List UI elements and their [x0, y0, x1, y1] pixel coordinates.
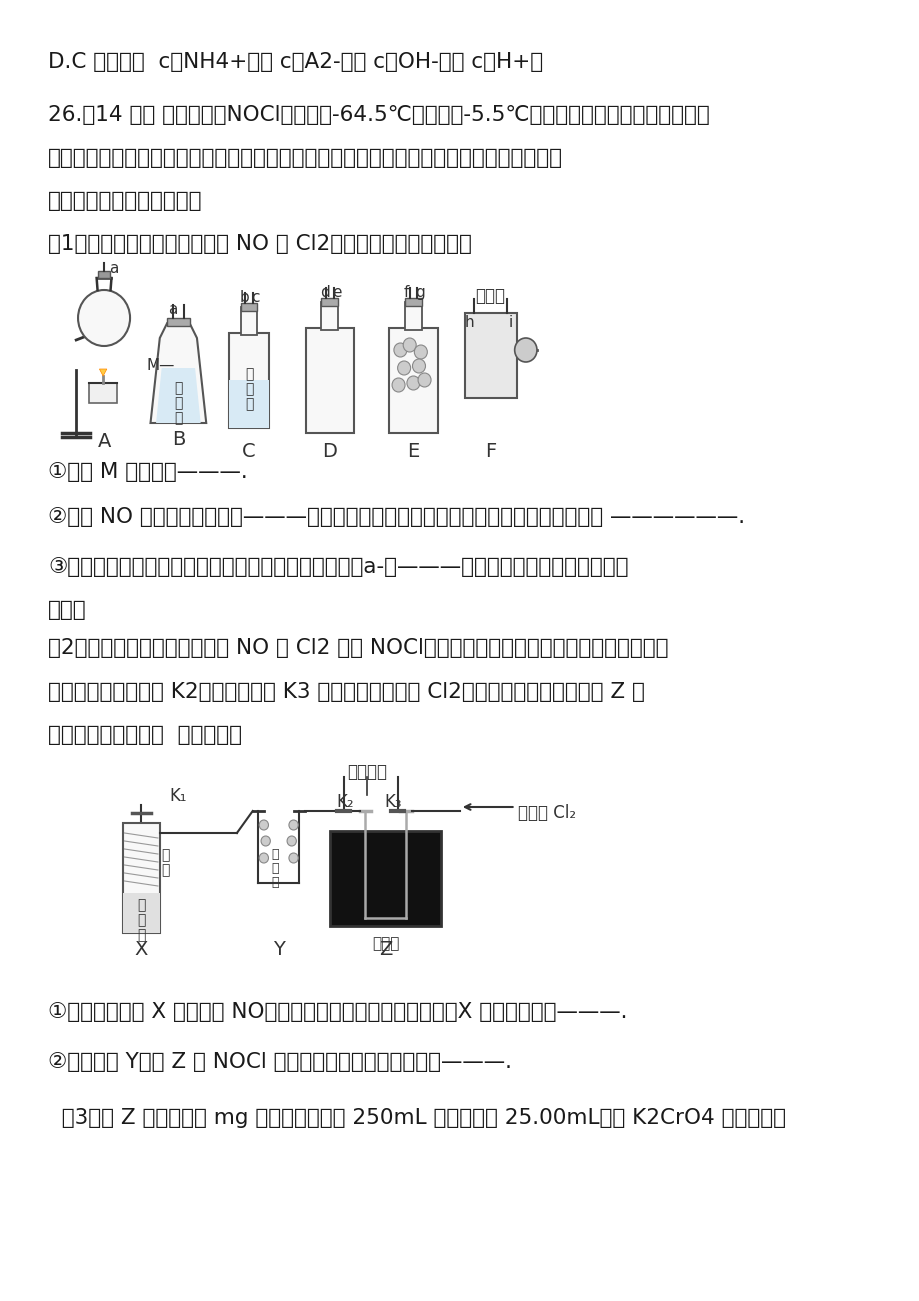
Bar: [241, 303, 257, 311]
Text: ②若无装置 Y，则 Z 中 NOCl 可能发生反应的化学方程式为———.: ②若无装置 Y，则 Z 中 NOCl 可能发生反应的化学方程式为———.: [49, 1053, 512, 1072]
Text: a: a: [108, 262, 118, 276]
Circle shape: [261, 837, 270, 846]
Bar: [167, 317, 189, 327]
Circle shape: [289, 820, 298, 830]
Text: D: D: [322, 442, 337, 461]
Circle shape: [414, 345, 427, 359]
Text: 冰盐水: 冰盐水: [371, 935, 399, 951]
Text: ①他器 M 的名称为———.: ①他器 M 的名称为———.: [49, 462, 248, 481]
Bar: [305, 328, 354, 433]
Text: f: f: [403, 285, 409, 301]
Circle shape: [412, 359, 425, 373]
Text: K₂: K₂: [336, 794, 354, 811]
Text: 液
硫
酸: 液 硫 酸: [174, 381, 182, 425]
Bar: [404, 302, 421, 330]
Text: 铜
丝: 铜 丝: [162, 848, 170, 877]
Text: M—: M—: [147, 358, 175, 373]
Text: A: A: [97, 432, 110, 451]
Text: （1）甲组的同学拟制备原料气 NO 和 Cl2，制备装置如下图所示：: （1）甲组的同学拟制备原料气 NO 和 Cl2，制备装置如下图所示：: [49, 234, 471, 254]
Text: i: i: [508, 315, 513, 330]
Text: 26.（14 分） 亚硒酰氯（NOCl，熳点：-64.5℃，沸点：-5.5℃）是一种黄色气体，遇水反应生: 26.（14 分） 亚硒酰氯（NOCl，熳点：-64.5℃，沸点：-5.5℃）是…: [49, 105, 709, 125]
Bar: [389, 328, 437, 433]
Text: g: g: [414, 285, 425, 301]
Text: d: d: [320, 285, 330, 301]
Bar: [122, 892, 160, 933]
Circle shape: [417, 373, 431, 386]
Text: 稀
硒
酸: 稀 硒 酸: [137, 898, 145, 942]
Text: （2）乙组同学利用甲组制得的 NO 和 Cl2 制备 NOCl，装置如下图所示。操作为：检验装置气密: （2）乙组同学利用甲组制得的 NO 和 Cl2 制备 NOCl，装置如下图所示。…: [49, 637, 668, 658]
Bar: [321, 298, 338, 306]
Text: Z: Z: [379, 941, 391, 959]
Text: F: F: [484, 442, 495, 461]
Bar: [89, 382, 117, 403]
Text: X: X: [134, 941, 148, 959]
Circle shape: [391, 379, 404, 392]
Bar: [98, 271, 109, 278]
Bar: [228, 333, 269, 428]
Circle shape: [403, 338, 415, 353]
Text: 尾气处理: 尾气处理: [346, 762, 387, 781]
Bar: [241, 307, 257, 334]
Text: Y: Y: [272, 941, 284, 959]
Circle shape: [393, 343, 406, 356]
Text: c: c: [251, 290, 259, 304]
Text: h: h: [464, 315, 473, 330]
Circle shape: [406, 376, 419, 390]
Circle shape: [259, 820, 268, 830]
Text: 碱
石
灰: 碱 石 灰: [271, 848, 278, 889]
Bar: [464, 314, 516, 398]
Text: 性并装入药品，打开 K2，然后再打开 K3 通入一段时间气体 Cl2，然后进行其他操作，当 Z 有: 性并装入药品，打开 K2，然后再打开 K3 通入一段时间气体 Cl2，然后进行其…: [49, 682, 644, 703]
Text: 氧化氮在常温常压下合成。: 氧化氮在常温常压下合成。: [49, 191, 202, 211]
Bar: [122, 824, 160, 933]
Circle shape: [78, 290, 130, 346]
Text: E: E: [407, 442, 419, 461]
Text: 液
硫
酸: 液 硫 酸: [244, 367, 253, 411]
Text: 一定量液体生成时，  停止实验。: 一定量液体生成时， 停止实验。: [49, 725, 242, 745]
Text: 碱石灰: 碱石灰: [475, 288, 505, 304]
Polygon shape: [151, 323, 206, 423]
Circle shape: [289, 853, 298, 863]
Text: B: B: [172, 431, 185, 449]
Text: K₁: K₁: [169, 787, 187, 805]
Circle shape: [259, 853, 268, 863]
Text: 干燥的 Cl₂: 干燥的 Cl₂: [517, 804, 576, 822]
Text: D.C 点溶液中  c（NH4+）＞ c（A2-）＞ c（OH-）＞ c（H+）: D.C 点溶液中 c（NH4+）＞ c（A2-）＞ c（OH-）＞ c（H+）: [49, 52, 543, 72]
Bar: [228, 380, 269, 428]
Text: K₃: K₃: [384, 794, 402, 811]
Text: （3）取 Z 中所得液体 mg 溡于水，配制成 250mL 溶液，取出 25.00mL，以 K2CrO4 溶液为指示: （3）取 Z 中所得液体 mg 溡于水，配制成 250mL 溶液，取出 25.0…: [49, 1108, 786, 1128]
Text: 示）。: 示）。: [49, 600, 86, 621]
Text: a: a: [168, 302, 177, 317]
Bar: [329, 831, 441, 926]
Text: ②制备 NO 发生装置可以选用———（填写字母代号），请写出发生反应的离子方程式： ——————.: ②制备 NO 发生装置可以选用———（填写字母代号），请写出发生反应的离子方程式…: [49, 507, 744, 527]
Circle shape: [514, 338, 537, 362]
Text: e: e: [332, 285, 341, 301]
Polygon shape: [99, 369, 107, 376]
Text: ③欲收集一瓶干燥的氯气，选择装置，其连接顺序为：a-＞———（按气流方向，用小写字母表: ③欲收集一瓶干燥的氯气，选择装置，其连接顺序为：a-＞———（按气流方向，用小写…: [49, 557, 628, 578]
Bar: [404, 298, 421, 306]
Text: C: C: [242, 442, 255, 461]
Polygon shape: [156, 368, 200, 423]
Text: b: b: [240, 290, 249, 304]
Circle shape: [397, 360, 410, 375]
Circle shape: [287, 837, 296, 846]
Text: ①实验室也可用 X 装置制备 NO，相对甲组同学的气体发生装置，X 装置的优点为———.: ①实验室也可用 X 装置制备 NO，相对甲组同学的气体发生装置，X 装置的优点为…: [49, 1002, 627, 1023]
Text: 成一种氯化物和两种氮化物，可用于合成清洁剑、触媒剑及中间体等。实验室可由氯气与一: 成一种氯化物和两种氮化物，可用于合成清洁剑、触媒剑及中间体等。实验室可由氯气与一: [49, 148, 562, 168]
Bar: [321, 302, 338, 330]
